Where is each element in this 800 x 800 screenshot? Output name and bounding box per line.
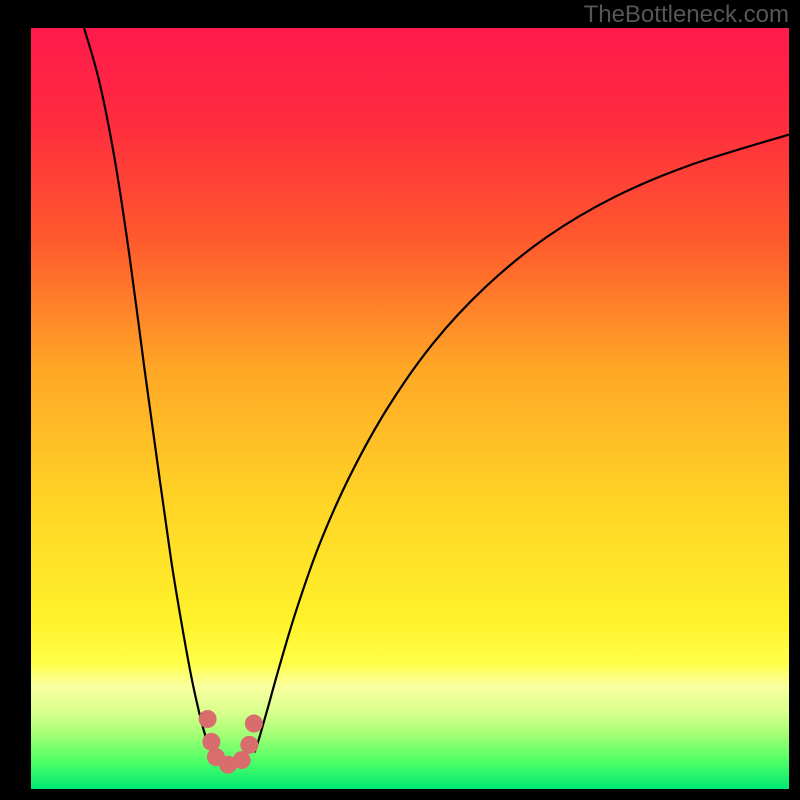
plot-area [31,28,789,789]
curve-right [255,135,789,753]
valley-marker [202,733,220,751]
valley-marker [240,736,258,754]
valley-marker [199,710,217,728]
valley-marker [245,715,263,733]
valley-marker [233,751,251,769]
watermark-text: TheBottleneck.com [584,1,789,29]
marker-group [199,710,263,774]
curve-left [84,28,211,752]
chart-overlay [31,28,789,789]
